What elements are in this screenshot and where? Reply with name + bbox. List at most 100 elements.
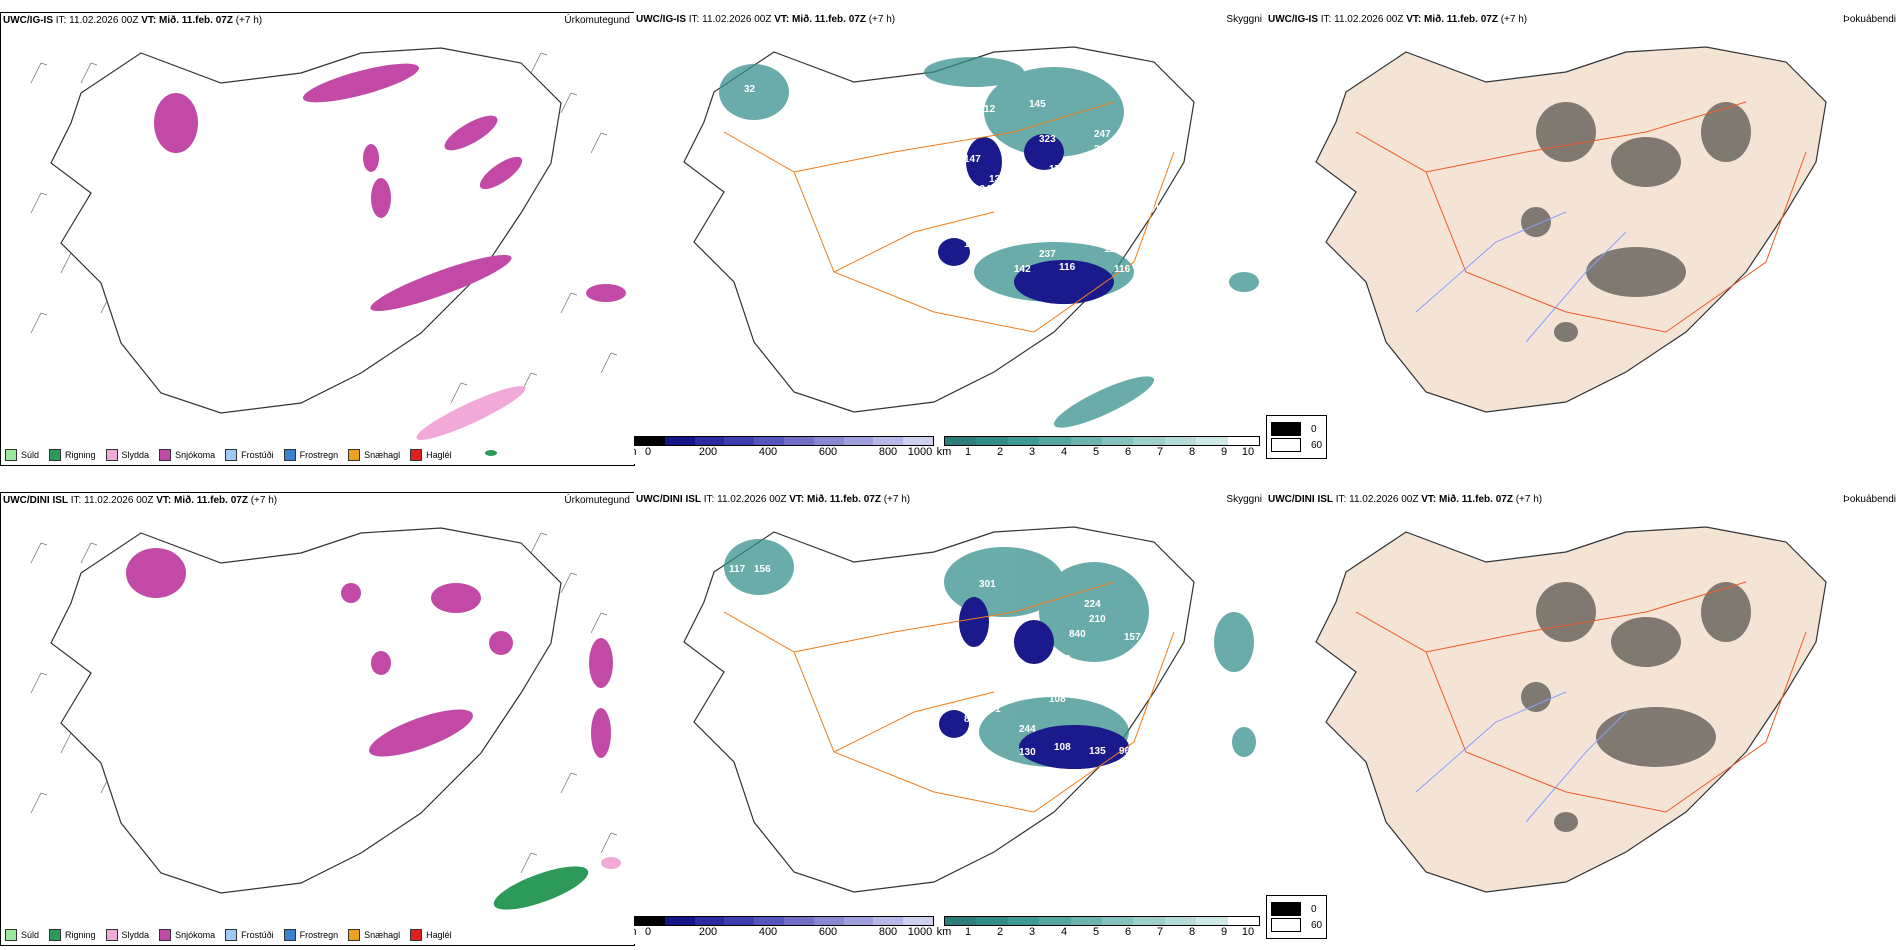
colorbar-swatch xyxy=(1102,437,1134,445)
vis-label: 128 xyxy=(964,659,981,670)
vis-label: 32 xyxy=(744,84,756,95)
sleet-areas xyxy=(601,857,621,869)
vis-label: 130 xyxy=(1019,747,1036,758)
legend-item: Haglél xyxy=(410,929,452,941)
low-cloud-areas xyxy=(719,57,1259,428)
tick-label: 800 xyxy=(878,926,898,938)
fog-panel-row1: UWC/IG-IS IT: 11.02.2026 00Z VT: Mið. 11… xyxy=(1266,12,1900,464)
sleet-areas xyxy=(416,386,526,440)
precip-legend: Súld Rigning Slydda Snjókoma Frostúði Fr… xyxy=(5,449,452,461)
legend-item: Slydda xyxy=(105,929,149,941)
colorbar-unit: km xyxy=(936,446,952,458)
precip-legend: Súld Rigning Slydda Snjókoma Frostúði Fr… xyxy=(5,929,452,941)
colorbar-swatch xyxy=(843,437,874,445)
tick-label: 200 xyxy=(698,926,718,938)
precip-type-panel-row1: UWC/IG-IS IT: 11.02.2026 00Z VT: Mið. 11… xyxy=(0,12,635,466)
precip-map xyxy=(30,527,621,910)
tick-label: 600 xyxy=(818,926,838,938)
vis-label: 10 xyxy=(964,239,976,250)
colorbar-swatch xyxy=(903,437,933,445)
colorbar-swatch xyxy=(945,917,977,925)
vis-label: 161 xyxy=(1129,164,1146,175)
vis-label: 244 xyxy=(1019,724,1036,735)
panel-header: UWC/IG-IS IT: 11.02.2026 00Z VT: Mið. 11… xyxy=(636,14,896,25)
vis-label: 224 xyxy=(1084,599,1101,610)
visibility-panel-row2: UWC/DINI ISL IT: 11.02.2026 00Z VT: Mið.… xyxy=(634,492,1266,944)
tick-label: 5 xyxy=(1092,926,1100,938)
colorbar-swatch xyxy=(724,917,755,925)
vis-label: 116 xyxy=(1059,262,1076,273)
vis-label: 237 xyxy=(1039,249,1056,260)
colorbar-swatch xyxy=(813,437,844,445)
fog-map xyxy=(1315,526,1827,893)
vis-label: 116 xyxy=(1114,264,1131,275)
panel-type-label: Úrkomutegund xyxy=(564,495,630,506)
tick-label: 200 xyxy=(698,446,718,458)
colorbar-swatch xyxy=(664,437,695,445)
vis-label: 117 xyxy=(729,564,746,575)
vis-label: 175 xyxy=(1049,164,1066,175)
vis-label: 157 xyxy=(1124,632,1141,643)
colorbar-swatch xyxy=(783,917,814,925)
colorbar-unit: km xyxy=(936,926,952,938)
rain-areas xyxy=(485,450,497,456)
tick-label: 400 xyxy=(758,926,778,938)
colorbar-swatch xyxy=(976,437,1008,445)
colorbar-swatch xyxy=(1039,917,1071,925)
legend-item: Slydda xyxy=(105,449,149,461)
colorbar-swatch xyxy=(1007,917,1040,925)
vis-label: 108 xyxy=(1049,694,1066,705)
colorbar-swatch xyxy=(1227,917,1260,925)
tick-label: 800 xyxy=(878,446,898,458)
cloud-colorbar: km 1 2 3 4 5 6 7 8 9 10 xyxy=(937,916,1260,940)
vis-label: 301 xyxy=(979,579,996,590)
tick-label: 2 xyxy=(996,446,1004,458)
colorbar-swatch xyxy=(1070,917,1103,925)
vis-label: 210 xyxy=(1089,614,1106,625)
vis-label: 13 xyxy=(894,724,906,735)
colorbar-swatch xyxy=(873,917,904,925)
iceland-outline xyxy=(1315,526,1827,893)
roads xyxy=(723,581,1175,813)
legend-item: Snæhagl xyxy=(348,929,400,941)
tick-label: 3 xyxy=(1028,926,1036,938)
colorbar-swatch xyxy=(976,917,1008,925)
panel-header: UWC/IG-IS IT: 11.02.2026 00Z VT: Mið. 11… xyxy=(3,15,263,26)
tick-label: 400 xyxy=(758,446,778,458)
vis-label: 145 xyxy=(1029,99,1046,110)
visibility-colorbar: m 0 200 400 600 800 1000 xyxy=(634,916,934,940)
panel-type-label: Úrkomutegund xyxy=(564,15,630,26)
colorbar-swatch xyxy=(1070,437,1103,445)
vis-label: 171 xyxy=(984,704,1001,715)
vis-label: 135 xyxy=(1089,746,1106,757)
fog-map xyxy=(1315,46,1827,413)
tick-label: 1 xyxy=(964,926,972,938)
vis-label: 111 xyxy=(1104,244,1120,255)
vis-label: 96 xyxy=(1119,746,1131,757)
vis-label: 247 xyxy=(1094,129,1111,140)
tick-label: 6 xyxy=(1124,446,1132,458)
vis-label: 139 xyxy=(1054,654,1071,665)
iceland-outline xyxy=(50,527,562,894)
tick-label: 8 xyxy=(1188,446,1196,458)
legend-item: Snjókoma xyxy=(159,449,215,461)
vis-label: 420 xyxy=(1064,769,1081,780)
vis-label: 840 xyxy=(1069,629,1086,640)
colorbar-swatch xyxy=(1102,917,1134,925)
tick-label: 1 xyxy=(964,446,972,458)
fog-legend: 0 60 xyxy=(1266,415,1328,459)
colorbar-swatch xyxy=(1227,437,1260,445)
colorbar-swatch xyxy=(1164,917,1197,925)
legend-item: Snæhagl xyxy=(348,449,400,461)
legend-item: Snjókoma xyxy=(159,929,215,941)
cloud-colorbar: km 1 2 3 4 5 6 7 8 9 10 xyxy=(937,436,1260,460)
colorbar-swatch xyxy=(635,917,665,925)
vis-label: 8 xyxy=(964,714,970,725)
roads xyxy=(1355,581,1807,813)
fog-panel-row2: UWC/DINI ISL IT: 11.02.2026 00Z VT: Mið.… xyxy=(1266,492,1900,944)
colorbar-swatch xyxy=(1133,437,1165,445)
vis-label: 142 xyxy=(1014,264,1031,275)
fog-areas xyxy=(1521,582,1751,832)
vis-label: 106 xyxy=(944,634,961,645)
vis-label: 240 xyxy=(1004,199,1021,210)
